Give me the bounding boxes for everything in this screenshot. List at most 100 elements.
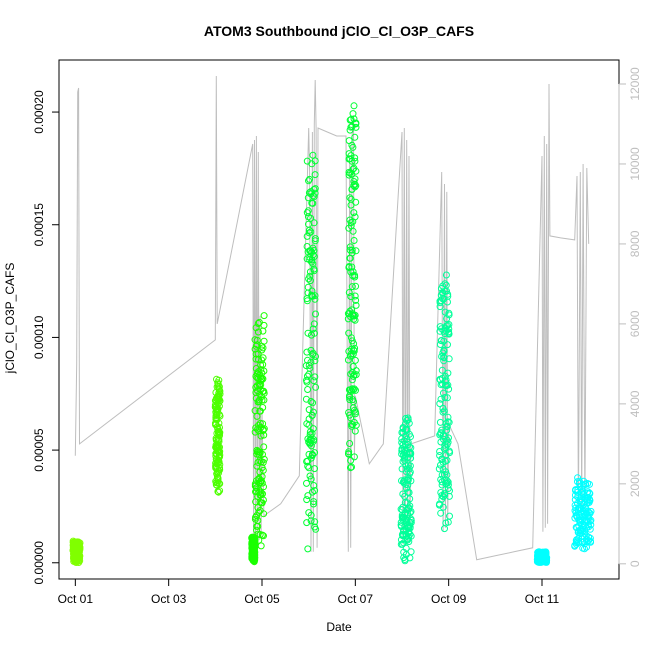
data-point — [350, 237, 358, 244]
data-point — [584, 488, 592, 496]
data-point — [253, 526, 261, 534]
data-point — [349, 110, 357, 118]
data-point — [348, 283, 356, 291]
data-point — [215, 428, 223, 436]
data-point — [407, 477, 415, 485]
data-point — [348, 376, 356, 384]
data-point — [352, 410, 359, 418]
data-point — [310, 193, 318, 201]
altitude-line — [74, 75, 590, 561]
data-point — [351, 183, 359, 191]
data-point — [307, 228, 315, 236]
data-point — [405, 419, 413, 427]
y2-axis: 0 2000 4000 6000 8000 10000 12000 — [618, 67, 642, 567]
data-point — [311, 185, 319, 193]
data-point — [583, 538, 591, 546]
data-point — [305, 177, 312, 185]
data-point — [256, 457, 264, 465]
data-point — [587, 521, 595, 529]
data-point — [440, 354, 448, 362]
y-axis-label: jClO_Cl_O3P_CAFS — [3, 263, 17, 375]
data-point — [350, 102, 358, 110]
data-point — [579, 525, 587, 533]
data-point — [309, 408, 317, 416]
data-point — [407, 548, 415, 556]
data-point — [251, 551, 259, 559]
data-point — [349, 143, 357, 151]
data-point — [445, 418, 453, 426]
data-point — [399, 540, 406, 548]
x-tick-label: Oct 01 — [58, 592, 94, 606]
data-point — [254, 458, 262, 466]
data-point — [257, 489, 265, 497]
data-point — [310, 436, 318, 444]
data-point — [259, 344, 267, 352]
data-point — [445, 321, 453, 328]
data-point — [311, 518, 319, 526]
data-point — [310, 500, 317, 508]
data-point — [311, 237, 319, 245]
data-point — [260, 483, 267, 491]
data-point — [351, 175, 359, 183]
data-point — [351, 356, 359, 364]
data-point — [259, 458, 267, 466]
data-point — [351, 273, 359, 281]
data-point — [304, 462, 312, 470]
y-tick-label: 0.00015 — [32, 203, 46, 247]
data-point — [259, 354, 267, 362]
y2-tick-label: 8000 — [628, 230, 642, 257]
data-point — [216, 390, 224, 398]
data-point — [216, 397, 224, 405]
data-point — [348, 246, 356, 254]
data-point — [446, 487, 453, 495]
y-axis: 0.00000 0.00005 0.00010 0.00015 0.00020 — [32, 90, 60, 584]
data-point — [251, 553, 259, 561]
y-tick-label: 0.00020 — [32, 90, 46, 134]
data-point — [258, 479, 266, 487]
y2-tick-label: 10000 — [628, 147, 642, 181]
data-point — [311, 157, 319, 165]
data-point — [441, 432, 449, 440]
data-point — [445, 434, 452, 442]
data-point — [304, 372, 311, 380]
data-point — [304, 492, 312, 500]
data-point — [444, 413, 452, 421]
data-point — [257, 381, 265, 389]
data-point — [260, 337, 268, 345]
data-point — [440, 407, 448, 415]
y2-tick-label: 12000 — [628, 67, 642, 101]
data-point — [407, 532, 415, 540]
data-point — [305, 370, 313, 378]
data-point — [586, 534, 594, 542]
data-point — [310, 219, 318, 227]
data-point — [307, 475, 315, 483]
data-point — [351, 133, 359, 141]
data-point — [587, 516, 595, 524]
data-point — [311, 373, 319, 381]
plot-frame — [58, 59, 620, 580]
y-tick-label: 0.00005 — [32, 428, 46, 472]
data-point — [305, 226, 313, 234]
data-point — [309, 425, 317, 433]
data-point — [352, 386, 359, 394]
data-point — [348, 463, 355, 471]
x-tick-label: Oct 09 — [431, 592, 467, 606]
data-point — [312, 383, 320, 391]
data-point — [309, 325, 317, 333]
data-point — [303, 297, 311, 305]
data-point — [260, 389, 268, 397]
data-point — [351, 311, 359, 319]
data-point — [303, 479, 310, 487]
x-tick-label: Oct 05 — [244, 592, 280, 606]
data-point — [345, 289, 353, 296]
x-tick-label: Oct 07 — [338, 592, 374, 606]
data-point — [586, 517, 594, 525]
data-point — [215, 383, 223, 391]
data-point — [352, 367, 360, 375]
data-point — [346, 396, 354, 404]
data-point — [441, 280, 449, 288]
data-point — [311, 449, 318, 457]
data-point — [216, 387, 224, 395]
data-point — [406, 523, 414, 531]
data-point — [216, 424, 223, 431]
